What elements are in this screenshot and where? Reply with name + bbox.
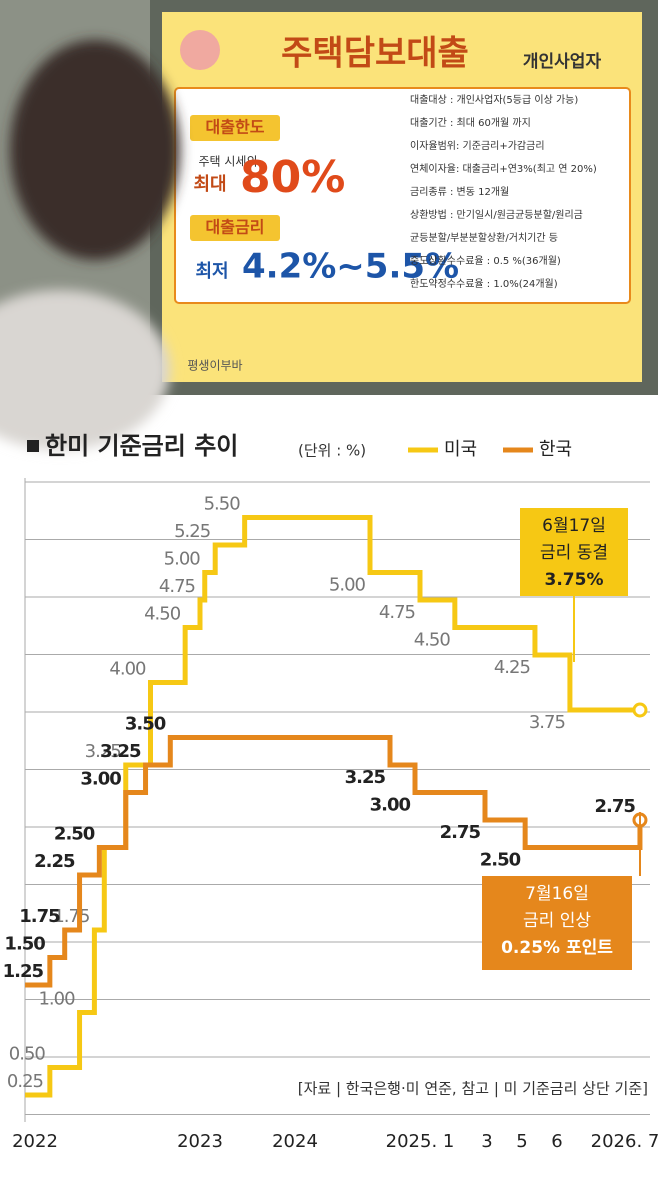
poster-panel	[174, 87, 631, 304]
callout-box	[520, 508, 628, 596]
value-label: 1.75	[19, 906, 60, 927]
plot: 0.25 0.50 1.00 1.75 3.25 4.00 4.50 4.75 5.00 5.25…	[3, 494, 648, 1098]
callout-text: 3.75%	[545, 570, 604, 590]
legend: 미국 한국	[408, 439, 572, 460]
value-label: 4.25	[494, 657, 530, 678]
person-head	[10, 40, 180, 260]
value-label: 3.25	[100, 741, 141, 762]
x-tick-label: 3	[481, 1131, 492, 1152]
details: 대출대상 : 개인사업자(5등급 이상 가능) 대출기간 : 최대 60개월 까지…	[410, 93, 597, 290]
value-label: 3.50	[125, 714, 166, 735]
value-label: 0.25	[7, 1071, 43, 1092]
poster-footer: 평생이부바	[187, 359, 242, 373]
value-label: 3.25	[85, 741, 121, 762]
value-label: 3.25	[345, 767, 386, 788]
value-label: 1.00	[38, 989, 75, 1010]
x-tick-label: 2025. 1	[386, 1131, 455, 1152]
source: [자료 | 한국은행·미 연준, 참고 | 미 기준금리 상단 기준]	[298, 1080, 648, 1098]
value-label: 1.50	[4, 934, 45, 955]
step-line	[25, 735, 643, 988]
callout-text: 6월17일	[542, 516, 606, 536]
unit: (단위 : %)	[298, 442, 366, 460]
value-label: 4.00	[109, 659, 146, 680]
title-marker	[27, 440, 39, 452]
x-tick-label: 2022	[12, 1131, 58, 1152]
x-tick-label: 2023	[177, 1131, 223, 1152]
value-label: 4.75	[379, 602, 415, 623]
step-line	[25, 515, 640, 1098]
limit-desc: 주택 시세의	[198, 155, 257, 169]
detail-line: 중도상환수수료율 : 0.5 %(36개월)	[410, 255, 561, 267]
detail-line: 상환방법 : 만기일시/원금균등분할/원리금	[410, 209, 583, 221]
label-box	[190, 215, 280, 241]
value-label: 1.25	[3, 961, 44, 982]
x-tick-label: 2024	[272, 1131, 318, 1152]
detail-line: 이자율범위: 기준금리+가감금리	[410, 139, 545, 152]
x-tick-label: 5	[516, 1131, 527, 1152]
label-box	[190, 115, 280, 141]
detail-line: 대출대상 : 개인사업자(5등급 이상 가능)	[410, 93, 578, 106]
rate-min: 최저	[195, 261, 228, 282]
value-label: 5.50	[204, 494, 241, 515]
callout-text: 금리 동결	[540, 543, 608, 563]
poster-subtitle: 개인사업자	[523, 52, 602, 72]
person-shoulder	[0, 290, 170, 450]
rate-label: 대출금리	[206, 218, 265, 237]
value-label: 2.75	[595, 796, 636, 817]
value-label: 2.25	[34, 851, 75, 872]
pig-icon	[180, 30, 220, 70]
callout-text: 금리 인상	[523, 911, 591, 931]
value-label: 2.50	[480, 850, 521, 871]
chart-title: 한미 기준금리 추이	[45, 432, 238, 460]
limit-label: 대출한도	[206, 118, 265, 137]
limit-value: 80%	[240, 152, 345, 203]
value-label: 5.00	[329, 575, 366, 596]
value-label: 3.00	[370, 795, 411, 816]
callout-box	[482, 876, 632, 970]
value-label: 4.75	[159, 576, 195, 597]
value-label: 4.50	[414, 630, 451, 651]
rate-value: 4.2%~5.5%	[242, 247, 459, 287]
detail-line: 한도약정수수료율 : 1.0%(24개월)	[410, 278, 558, 290]
value-label: 0.50	[9, 1044, 46, 1065]
value-label: 3.00	[80, 769, 121, 790]
detail-line: 균등분할/부분분할상환/거치기간 등	[410, 232, 558, 244]
limit-max: 최대	[193, 174, 226, 195]
value-label: 4.50	[144, 604, 181, 625]
detail-line: 대출기간 : 최대 60개월 까지	[410, 117, 531, 129]
value-label: 2.75	[440, 822, 481, 843]
detail-line: 연체이자율: 대출금리+연3%(최고 연 20%)	[410, 163, 597, 175]
callout-text: 7월16일	[525, 884, 589, 904]
end-marker	[632, 702, 648, 718]
value-label: 2.50	[54, 824, 95, 845]
value-label: 5.00	[164, 549, 201, 570]
legend-label: 한국	[539, 439, 572, 460]
legend-label: 미국	[444, 439, 477, 460]
source-bg	[200, 1072, 650, 1104]
value-label: 5.25	[174, 521, 210, 542]
callout-text: 0.25% 포인트	[501, 938, 613, 958]
x-tick-label: 2026. 7	[591, 1131, 658, 1152]
detail-line: 금리종류 : 변동 12개월	[410, 186, 509, 198]
poster-title: 주택담보대출	[281, 34, 469, 74]
x-tick-label: 6	[551, 1131, 562, 1152]
value-label: 3.75	[529, 712, 565, 733]
